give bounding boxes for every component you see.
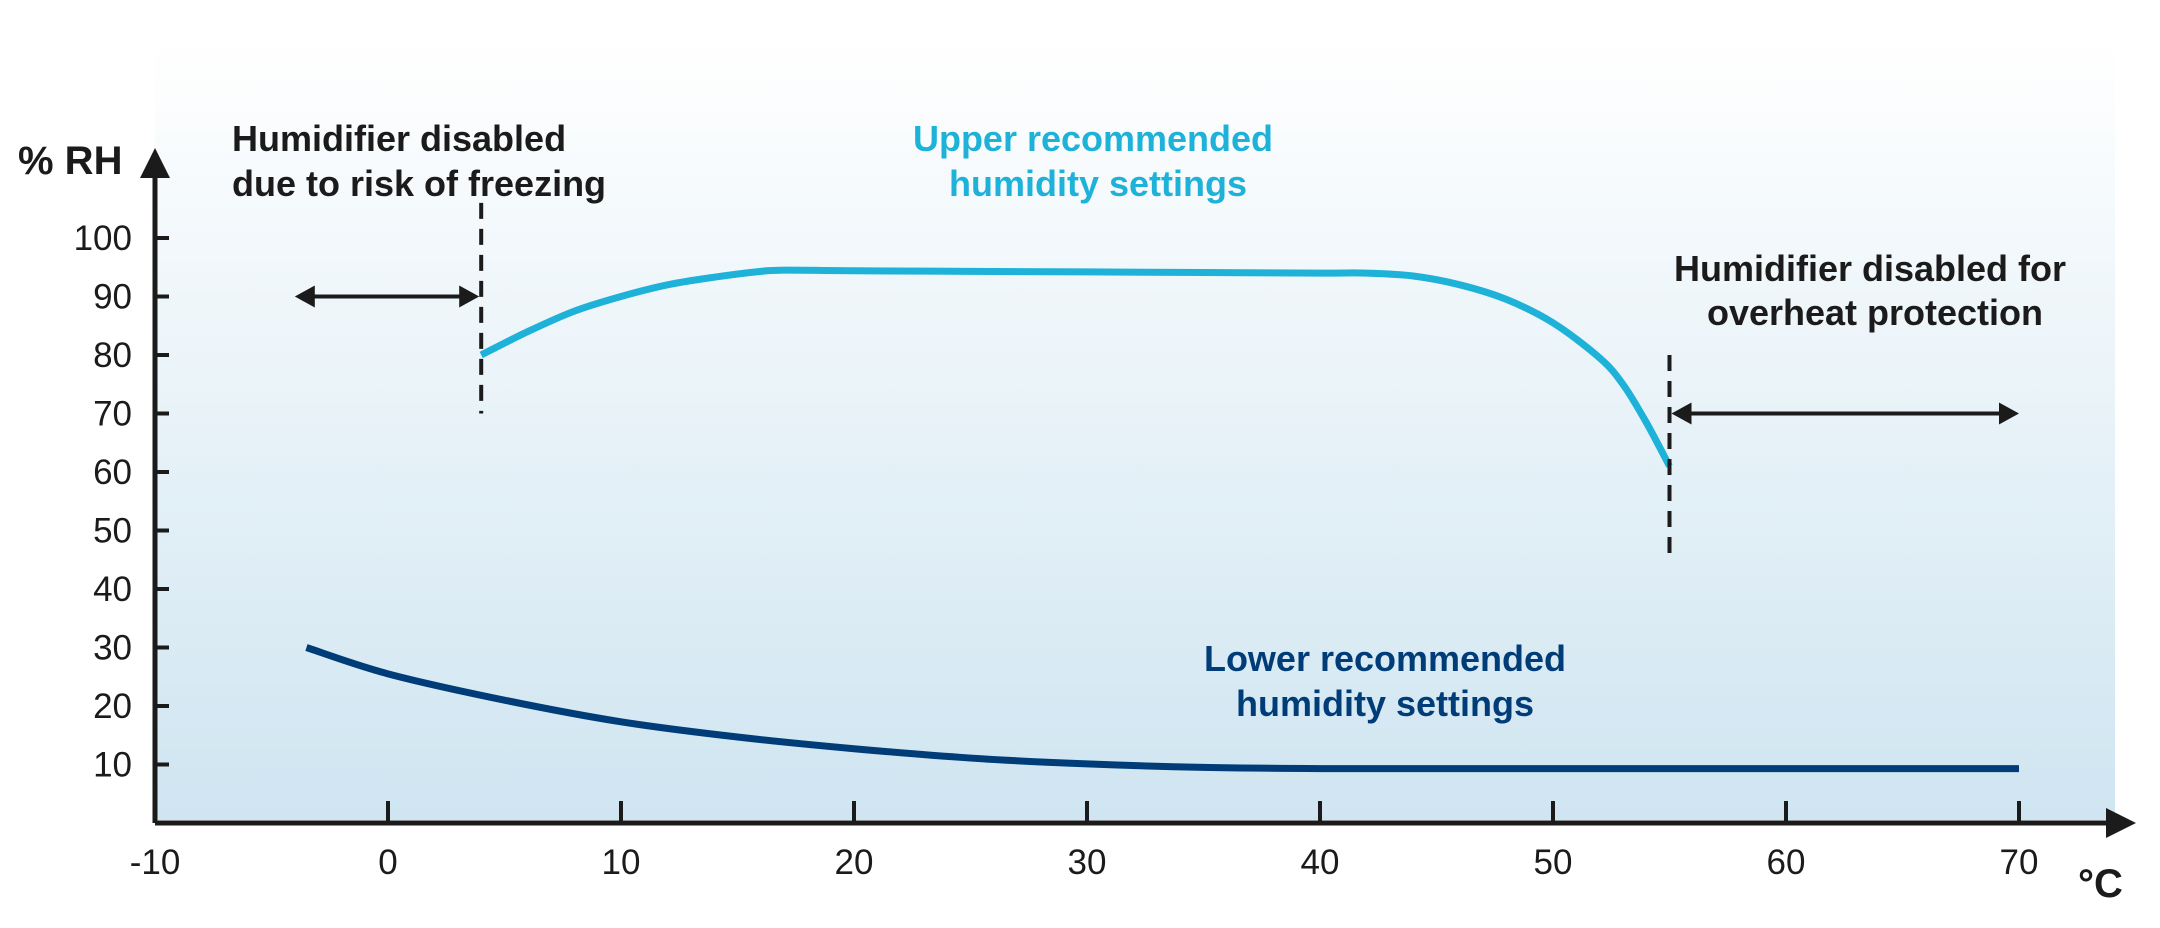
x-tick-label: 30 <box>1068 843 1107 882</box>
series-group <box>305 266 2019 773</box>
overheat-label-line-2: overheat protection <box>1707 292 2043 333</box>
x-tick-label: 20 <box>835 843 874 882</box>
x-tick-label: 50 <box>1534 843 1573 882</box>
lower-label-line-2: humidity settings <box>1236 683 1534 724</box>
y-tick-label: 10 <box>93 746 132 785</box>
y-tick-label: 40 <box>93 570 132 609</box>
upper-label-line-2: humidity settings <box>949 163 1247 204</box>
x-tick-label: 0 <box>378 843 397 882</box>
overheat-annotation-label: Humidifier disabled for overheat protect… <box>1674 248 2066 333</box>
x-tick-label: -10 <box>130 843 181 882</box>
x-axis-title: °C <box>2078 862 2123 906</box>
overheat-arrowhead-right <box>1999 402 2019 425</box>
overheat-arrowhead-left <box>1671 402 1692 425</box>
x-tick-label: 40 <box>1301 843 1340 882</box>
x-tick-label: 60 <box>1767 843 1806 882</box>
y-tick-label: 60 <box>93 453 132 492</box>
y-tick-label: 50 <box>93 512 132 551</box>
y-tick-label: 30 <box>93 629 132 668</box>
upper-label-line-1: Upper recommended <box>913 118 1273 159</box>
y-tick-label: 20 <box>93 687 132 726</box>
x-axis-arrowhead <box>2106 808 2136 838</box>
lower-humidity-series <box>305 644 2019 773</box>
freezing-label-line-1: Humidifier disabled <box>232 118 566 159</box>
upper-series-label: Upper recommended humidity settings <box>913 118 1273 204</box>
axes <box>140 148 2136 838</box>
lower-series-label: Lower recommended humidity settings <box>1204 638 1566 724</box>
freezing-label-line-2: due to risk of freezing <box>232 163 606 204</box>
y-tick-label: 80 <box>93 336 132 375</box>
ticks: -10 0 10 20 30 40 50 60 70 10 20 30 40 50 60 70 80 90 100 <box>74 219 2039 882</box>
upper-humidity-series <box>479 266 1673 468</box>
plot-background <box>155 40 2115 820</box>
y-tick-label: 100 <box>74 219 132 258</box>
freezing-arrowhead-left <box>294 285 315 308</box>
y-tick-label: 70 <box>93 395 132 434</box>
annotations <box>294 202 2019 560</box>
y-axis-title: % RH <box>18 139 122 183</box>
x-tick-label: 10 <box>602 843 641 882</box>
y-tick-label: 90 <box>93 278 132 317</box>
x-tick-label: 70 <box>2000 843 2039 882</box>
y-axis-arrowhead <box>140 148 170 178</box>
lower-label-line-1: Lower recommended <box>1204 638 1566 679</box>
overheat-label-line-1: Humidifier disabled for <box>1674 248 2066 289</box>
freezing-annotation-label: Humidifier disabled due to risk of freez… <box>232 118 606 204</box>
freezing-arrowhead-right <box>459 285 480 308</box>
